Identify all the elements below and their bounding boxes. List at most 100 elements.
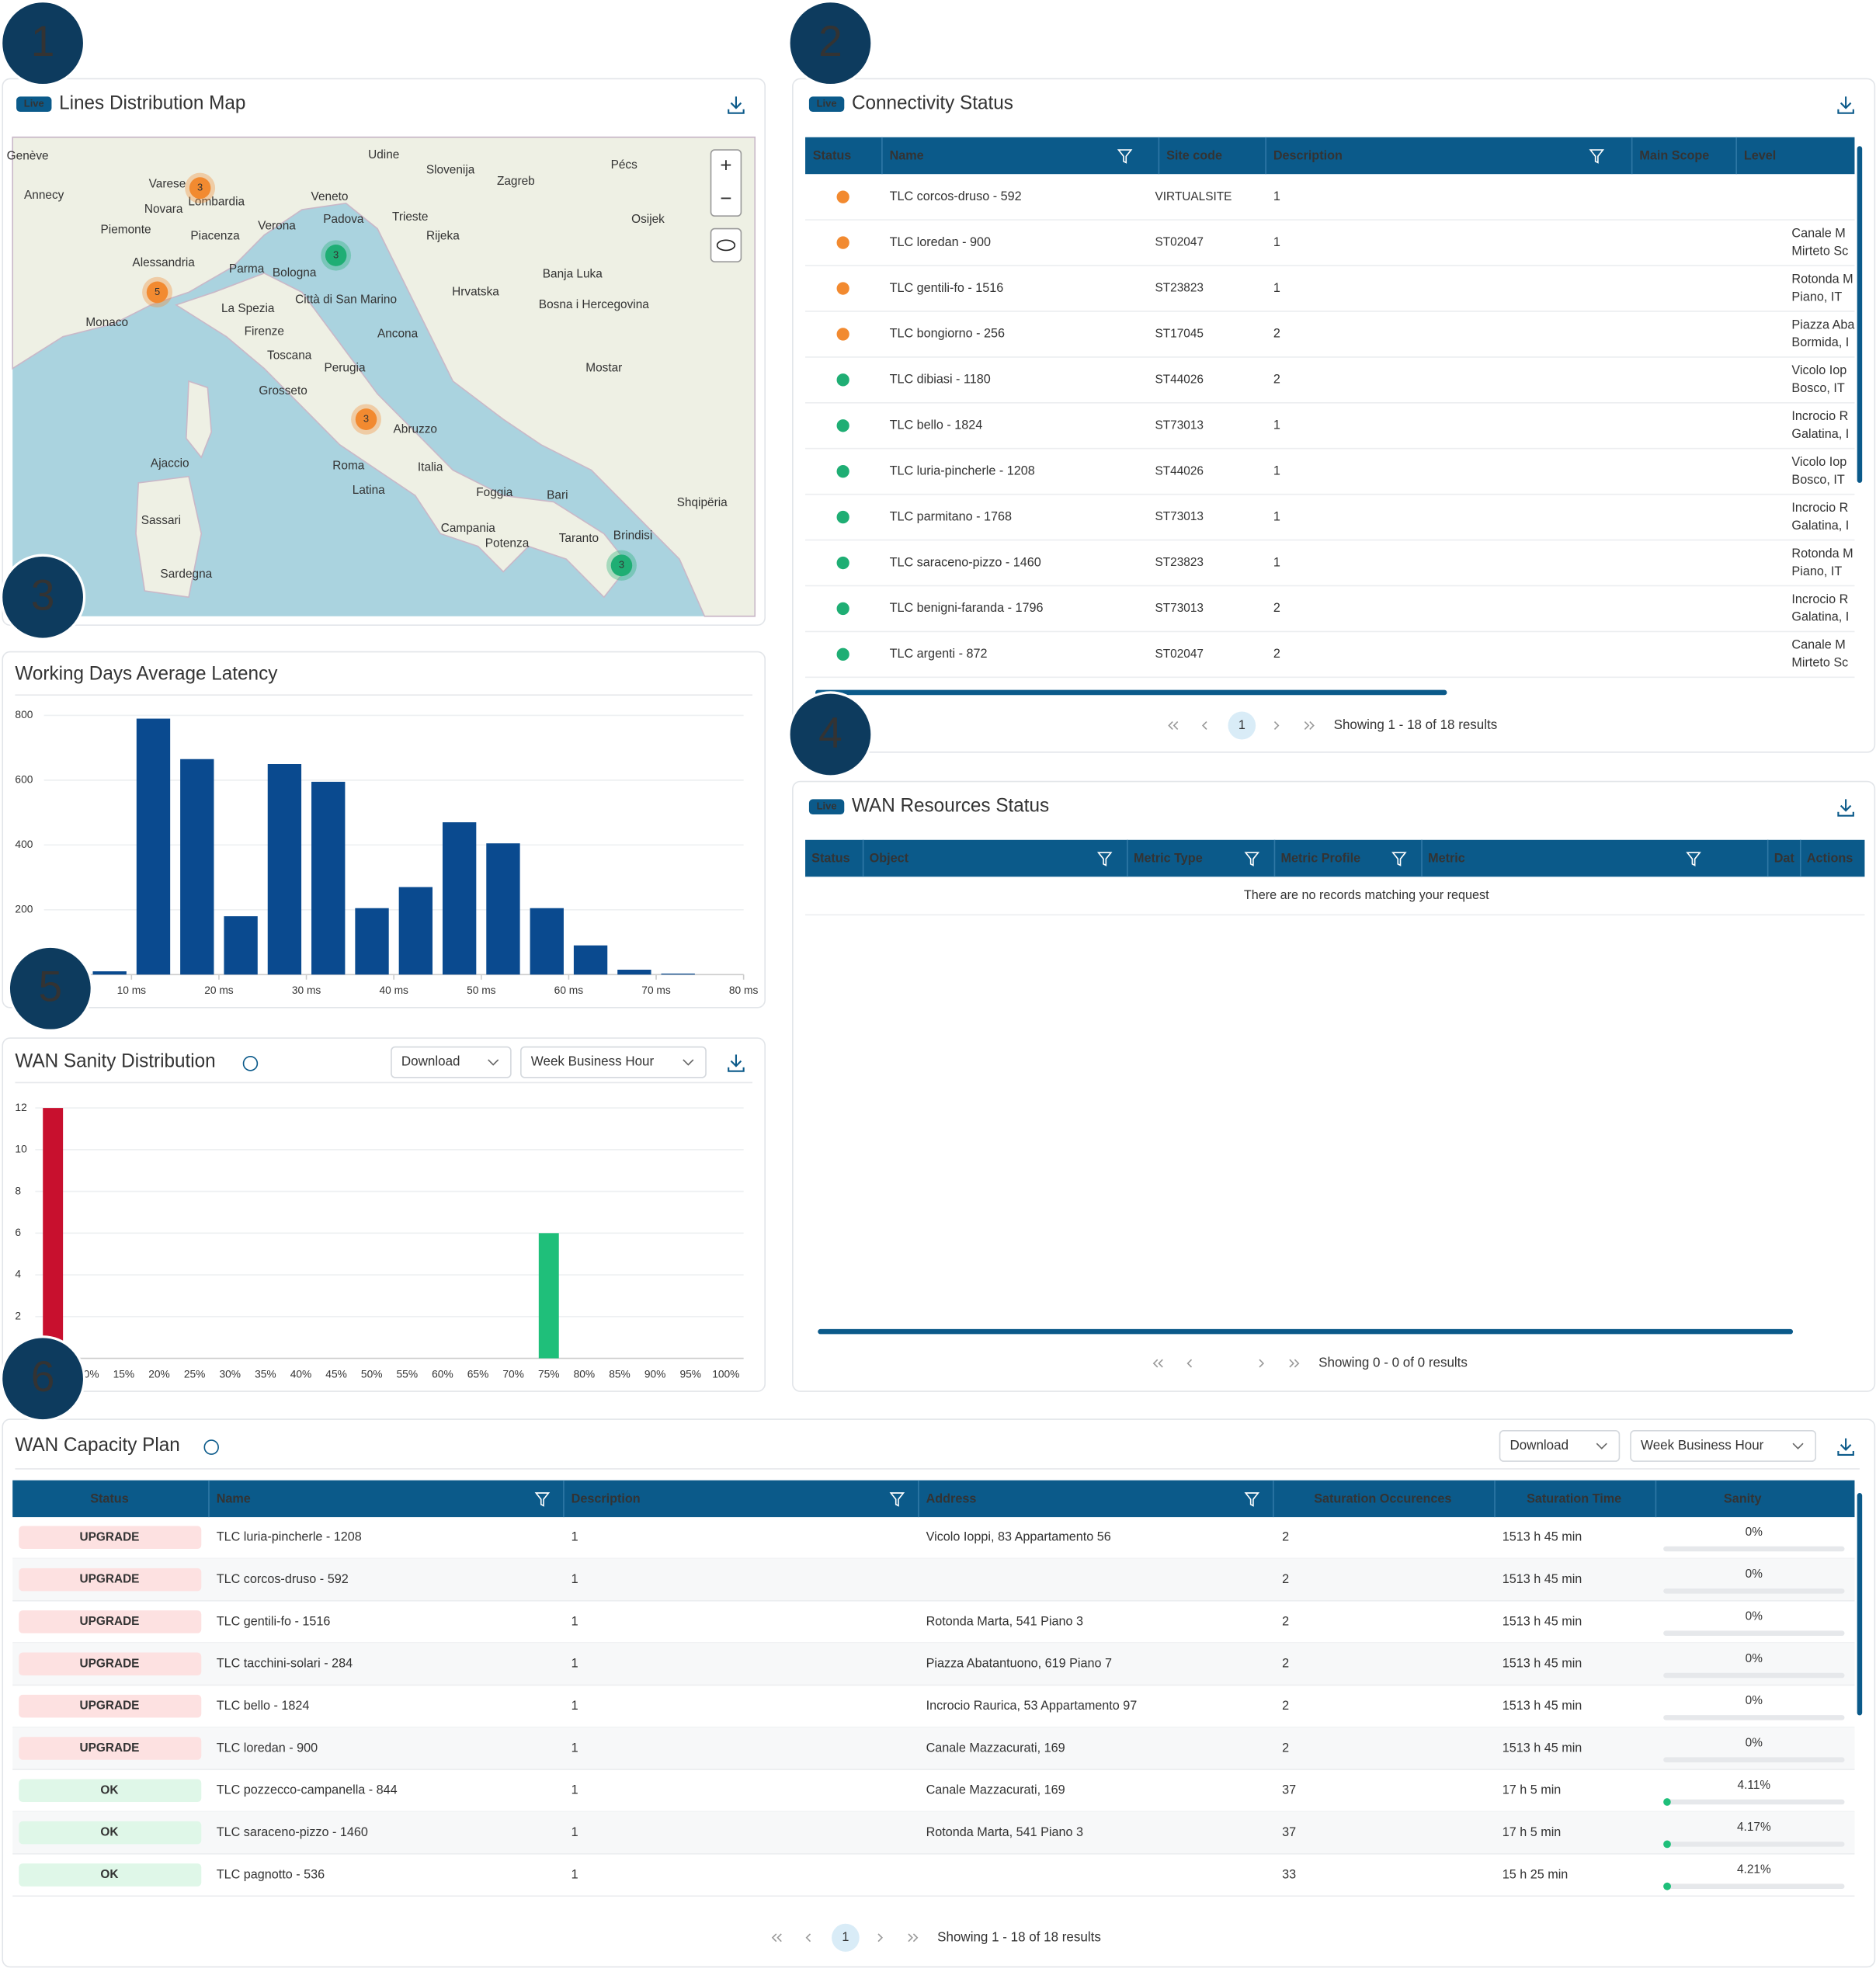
cell-name: TLC tacchini-solari - 284 bbox=[217, 1657, 353, 1671]
cell-description: 1 bbox=[571, 1614, 578, 1628]
download-icon[interactable] bbox=[1837, 1438, 1854, 1456]
bar bbox=[538, 1233, 559, 1359]
page-current[interactable] bbox=[832, 1923, 860, 1952]
cell-site: VIRTUALSITE bbox=[1155, 190, 1232, 203]
cell-address: Incrocio Raurica, 53 Appartamento 97 bbox=[926, 1699, 1138, 1713]
map-place-label: Varese bbox=[149, 177, 186, 190]
step-badge bbox=[0, 1335, 86, 1422]
cell-sanity: 0% bbox=[1746, 1736, 1763, 1749]
y-tick-label: 8 bbox=[15, 1184, 21, 1196]
step-badge bbox=[0, 0, 86, 87]
map-cluster[interactable] bbox=[355, 408, 377, 430]
cell-address: Rotonda M bbox=[1791, 272, 1853, 286]
step-number: 3 bbox=[31, 571, 55, 619]
cell-name: TLC loredan - 900 bbox=[217, 1741, 318, 1755]
map-visibility-button[interactable] bbox=[710, 227, 742, 262]
cell-occurrences: 2 bbox=[1282, 1614, 1289, 1628]
column-header: Main Scope bbox=[1639, 149, 1709, 163]
map-cluster[interactable] bbox=[610, 554, 633, 577]
eye-icon bbox=[716, 239, 736, 252]
map-place-label: Rijeka bbox=[426, 229, 460, 242]
download-icon[interactable] bbox=[728, 96, 745, 114]
map-place-label: Foggia bbox=[476, 486, 512, 499]
map-place-label: Pécs bbox=[611, 158, 637, 172]
filter-icon[interactable] bbox=[1244, 852, 1260, 866]
cell-status: OK bbox=[100, 1826, 119, 1839]
bar bbox=[92, 971, 127, 975]
cell-description: 1 bbox=[1273, 281, 1280, 295]
cell-address: Rotonda Marta, 541 Piano 3 bbox=[926, 1825, 1083, 1839]
map-place-label: Città di San Marino bbox=[295, 293, 397, 306]
column-header: Dat bbox=[1774, 852, 1795, 866]
cell-name: TLC corcos-druso - 592 bbox=[890, 189, 1022, 203]
map-place-label: Sardegna bbox=[160, 568, 212, 581]
pager-icons bbox=[771, 1933, 919, 1942]
step-number: 6 bbox=[31, 1352, 55, 1401]
chevron bbox=[488, 1059, 499, 1066]
chevron bbox=[683, 1059, 694, 1066]
map-place-label: Firenze bbox=[245, 325, 284, 338]
step-number: 2 bbox=[818, 17, 842, 65]
filter-icon[interactable] bbox=[1096, 852, 1113, 866]
zoom-out: − bbox=[720, 186, 731, 210]
map-place-label: Toscana bbox=[267, 349, 312, 362]
cell-time: 1513 h 45 min bbox=[1503, 1741, 1582, 1755]
sanity-track bbox=[1663, 1672, 1845, 1679]
sanity-fill bbox=[1663, 1840, 1671, 1849]
map-cluster[interactable] bbox=[189, 177, 211, 200]
x-tick-label: 25% bbox=[184, 1367, 206, 1380]
cell-time: 1513 h 45 min bbox=[1503, 1572, 1582, 1586]
dropdown[interactable] bbox=[520, 1046, 707, 1078]
map-cluster[interactable] bbox=[146, 281, 168, 304]
cell-occurrences: 2 bbox=[1282, 1699, 1289, 1713]
download-icon[interactable] bbox=[1837, 96, 1854, 114]
cell-status: UPGRADE bbox=[79, 1741, 139, 1755]
x-tick-label: 60 ms bbox=[554, 984, 584, 996]
status-dot bbox=[836, 236, 849, 249]
step-badge bbox=[787, 0, 874, 87]
page-current[interactable] bbox=[1228, 711, 1256, 740]
map-place-label: Shqipëria bbox=[677, 496, 728, 509]
dropdown[interactable] bbox=[391, 1046, 512, 1078]
cell-name: TLC parmitano - 1768 bbox=[890, 509, 1012, 523]
filter-icon[interactable] bbox=[889, 1492, 905, 1507]
filter-icon[interactable] bbox=[1244, 1492, 1260, 1507]
download-icon[interactable] bbox=[728, 1054, 745, 1072]
filter-icon[interactable] bbox=[534, 1492, 551, 1507]
x-tick-label: 55% bbox=[397, 1367, 419, 1380]
panel-title: WAN Resources Status bbox=[852, 796, 1049, 817]
cell-address: Incrocio R bbox=[1791, 409, 1848, 423]
dropdown[interactable] bbox=[1630, 1429, 1817, 1462]
live-badge bbox=[16, 96, 52, 113]
download-icon[interactable] bbox=[1837, 799, 1854, 817]
status-pill bbox=[19, 1779, 202, 1803]
chart-title: Working Days Average Latency bbox=[15, 663, 278, 684]
dropdown-label: Download bbox=[1509, 1438, 1569, 1453]
filter-icon[interactable] bbox=[1589, 149, 1605, 164]
live-label: Live bbox=[817, 800, 837, 812]
cell-description: 2 bbox=[1273, 647, 1280, 661]
bar bbox=[530, 908, 564, 975]
y-tick-label: 4 bbox=[15, 1268, 21, 1280]
column-header: Status bbox=[90, 1491, 128, 1505]
cell-site: ST23823 bbox=[1155, 556, 1204, 569]
cell-name: TLC dibiasi - 1180 bbox=[890, 373, 991, 387]
map-land bbox=[12, 136, 756, 617]
page-number: 1 bbox=[1239, 718, 1245, 732]
x-tick-label: 60% bbox=[432, 1367, 453, 1380]
map-cluster[interactable] bbox=[325, 245, 347, 266]
cell-site: ST73013 bbox=[1155, 510, 1204, 523]
dropdown[interactable] bbox=[1499, 1429, 1621, 1462]
cell-name: TLC bello - 1824 bbox=[217, 1699, 310, 1713]
cell-address: Canale M bbox=[1791, 638, 1845, 652]
cell-sanity: 0% bbox=[1746, 1609, 1763, 1623]
cell-address: Bormida, I bbox=[1791, 335, 1849, 349]
filter-icon[interactable] bbox=[1391, 852, 1407, 866]
map-place-label: Sassari bbox=[141, 514, 181, 527]
filter-icon[interactable] bbox=[1686, 852, 1701, 866]
cell-address: Bosco, IT bbox=[1791, 473, 1844, 487]
map-place-label: Piemonte bbox=[101, 223, 151, 236]
bar bbox=[617, 970, 651, 975]
map-cluster-label: 3 bbox=[333, 248, 339, 260]
filter-icon[interactable] bbox=[1117, 149, 1133, 164]
